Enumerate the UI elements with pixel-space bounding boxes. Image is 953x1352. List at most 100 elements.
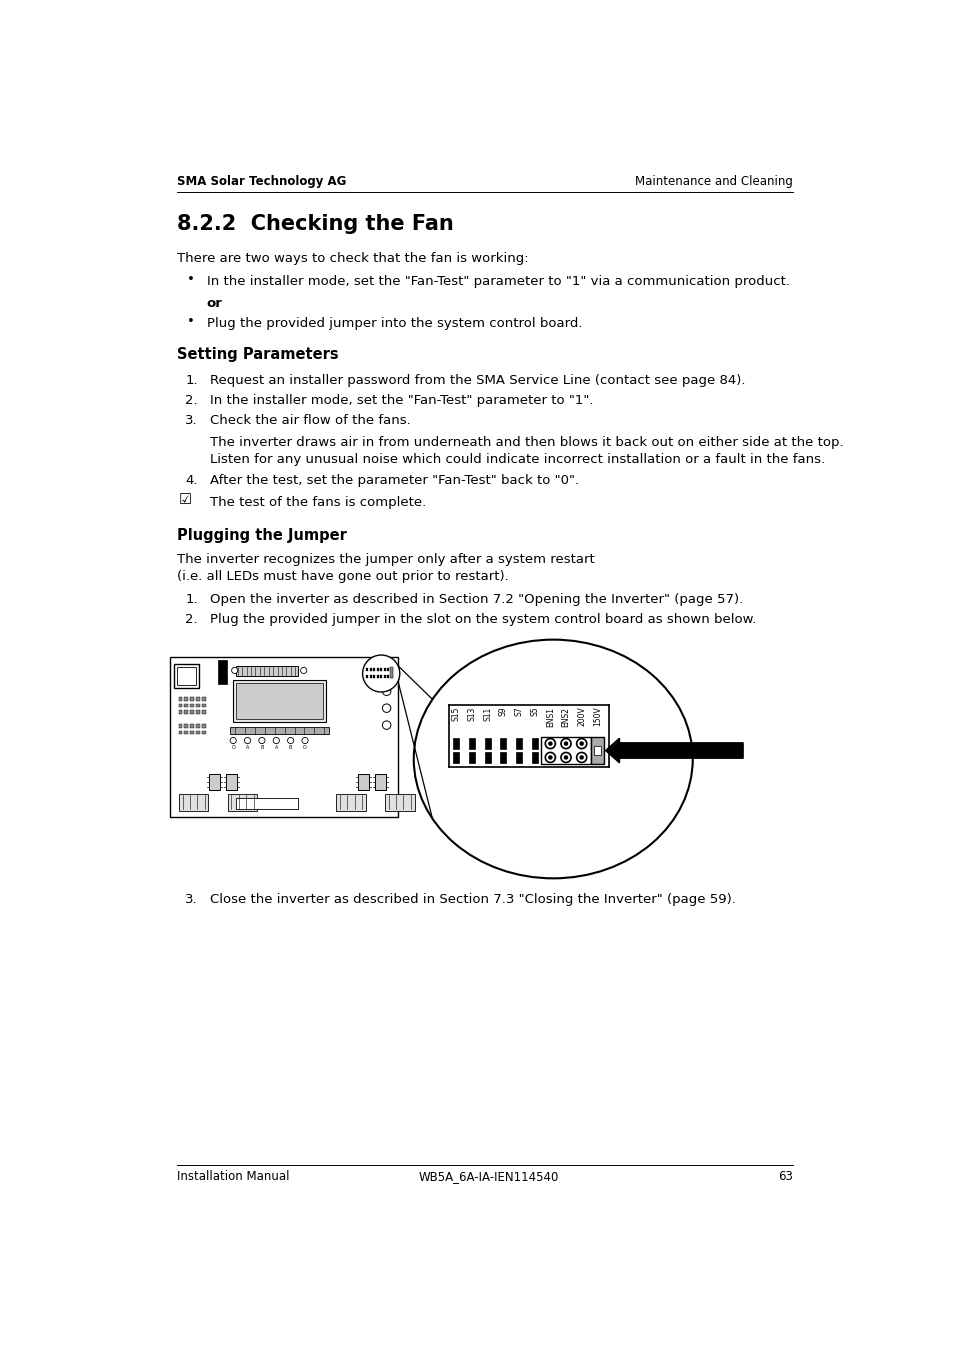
Text: ☑: ☑ xyxy=(179,492,192,507)
Text: Listen for any unusual noise which could indicate incorrect installation or a fa: Listen for any unusual noise which could… xyxy=(210,453,824,465)
Text: B: B xyxy=(289,745,292,750)
Bar xyxy=(195,730,199,734)
Bar xyxy=(190,730,193,734)
Bar xyxy=(516,738,521,749)
Bar xyxy=(190,710,193,714)
Bar xyxy=(370,668,372,671)
Circle shape xyxy=(563,756,568,760)
Circle shape xyxy=(560,753,571,763)
Text: 150V: 150V xyxy=(592,707,601,726)
Bar xyxy=(184,710,188,714)
Text: 3.: 3. xyxy=(185,892,197,906)
Text: A: A xyxy=(246,745,249,750)
Bar xyxy=(236,683,323,719)
Text: In the installer mode, set the "Fan-Test" parameter to "1" via a communication p: In the installer mode, set the "Fan-Test… xyxy=(207,276,789,288)
Circle shape xyxy=(578,741,583,746)
Bar xyxy=(375,775,385,790)
Bar xyxy=(453,738,458,749)
Text: 1.: 1. xyxy=(185,592,197,606)
Bar xyxy=(376,675,378,677)
Bar xyxy=(184,703,188,707)
Text: 2.: 2. xyxy=(185,612,197,626)
Bar xyxy=(235,798,297,808)
Text: ENS2: ENS2 xyxy=(561,707,570,726)
Text: The inverter recognizes the jumper only after a system restart: The inverter recognizes the jumper only … xyxy=(177,553,595,565)
Bar xyxy=(170,657,397,817)
Text: Check the air flow of the fans.: Check the air flow of the fans. xyxy=(210,414,410,427)
Bar xyxy=(469,752,475,763)
Bar xyxy=(190,723,193,727)
Circle shape xyxy=(301,737,308,744)
Bar xyxy=(594,746,600,756)
Bar xyxy=(469,738,475,749)
Bar xyxy=(195,723,199,727)
Text: 4.: 4. xyxy=(185,475,197,487)
Bar xyxy=(531,752,537,763)
Circle shape xyxy=(232,668,237,673)
Text: Setting Parameters: Setting Parameters xyxy=(177,347,338,362)
Circle shape xyxy=(578,756,583,760)
Bar xyxy=(190,698,193,700)
Bar xyxy=(373,675,375,677)
Bar xyxy=(383,675,385,677)
Bar xyxy=(178,730,182,734)
Circle shape xyxy=(382,704,391,713)
Bar xyxy=(387,675,389,677)
Text: 200V: 200V xyxy=(577,707,585,726)
Circle shape xyxy=(560,738,571,749)
Bar xyxy=(390,675,393,677)
Bar xyxy=(209,775,220,790)
Text: O: O xyxy=(303,745,307,750)
Bar xyxy=(373,668,375,671)
Bar xyxy=(357,775,369,790)
Bar xyxy=(184,698,188,700)
Bar xyxy=(217,660,227,684)
Circle shape xyxy=(576,753,586,763)
Bar xyxy=(500,752,506,763)
FancyArrow shape xyxy=(605,738,742,763)
Bar xyxy=(195,703,199,707)
Bar xyxy=(178,698,182,700)
Text: 8.2.2  Checking the Fan: 8.2.2 Checking the Fan xyxy=(177,214,454,234)
Bar xyxy=(235,665,297,676)
Bar xyxy=(174,664,199,688)
Bar xyxy=(178,703,182,707)
Bar xyxy=(484,752,490,763)
Text: There are two ways to check that the fan is working:: There are two ways to check that the fan… xyxy=(177,253,529,265)
Bar xyxy=(202,723,206,727)
Text: S11: S11 xyxy=(483,707,492,721)
Circle shape xyxy=(382,721,391,729)
Bar xyxy=(387,668,389,671)
Bar xyxy=(202,710,206,714)
Bar xyxy=(228,794,257,811)
Text: S7: S7 xyxy=(514,707,523,717)
Text: •: • xyxy=(187,273,195,287)
Text: or: or xyxy=(207,297,222,310)
Text: In the installer mode, set the "Fan-Test" parameter to "1".: In the installer mode, set the "Fan-Test… xyxy=(210,393,593,407)
Text: A: A xyxy=(274,745,277,750)
Text: S9: S9 xyxy=(498,707,507,717)
Text: O: O xyxy=(231,745,234,750)
Text: Maintenance and Cleaning: Maintenance and Cleaning xyxy=(634,176,792,188)
Bar xyxy=(233,680,326,722)
Circle shape xyxy=(273,737,279,744)
Bar xyxy=(178,723,182,727)
Text: S5: S5 xyxy=(530,707,538,717)
Bar xyxy=(184,723,188,727)
Bar xyxy=(516,752,521,763)
Bar xyxy=(179,794,208,811)
Ellipse shape xyxy=(414,639,692,879)
Text: Request an installer password from the SMA Service Line (contact see page 84).: Request an installer password from the S… xyxy=(210,375,744,387)
Circle shape xyxy=(548,756,552,760)
Circle shape xyxy=(382,687,391,695)
Bar xyxy=(190,703,193,707)
Bar xyxy=(202,703,206,707)
Text: Installation Manual: Installation Manual xyxy=(177,1171,290,1183)
Bar xyxy=(202,730,206,734)
Circle shape xyxy=(362,654,399,692)
Text: The inverter draws air in from underneath and then blows it back out on either s: The inverter draws air in from underneat… xyxy=(210,435,842,449)
Text: Plugging the Jumper: Plugging the Jumper xyxy=(177,527,347,542)
Bar xyxy=(370,675,372,677)
Bar xyxy=(590,737,603,764)
Circle shape xyxy=(548,741,552,746)
